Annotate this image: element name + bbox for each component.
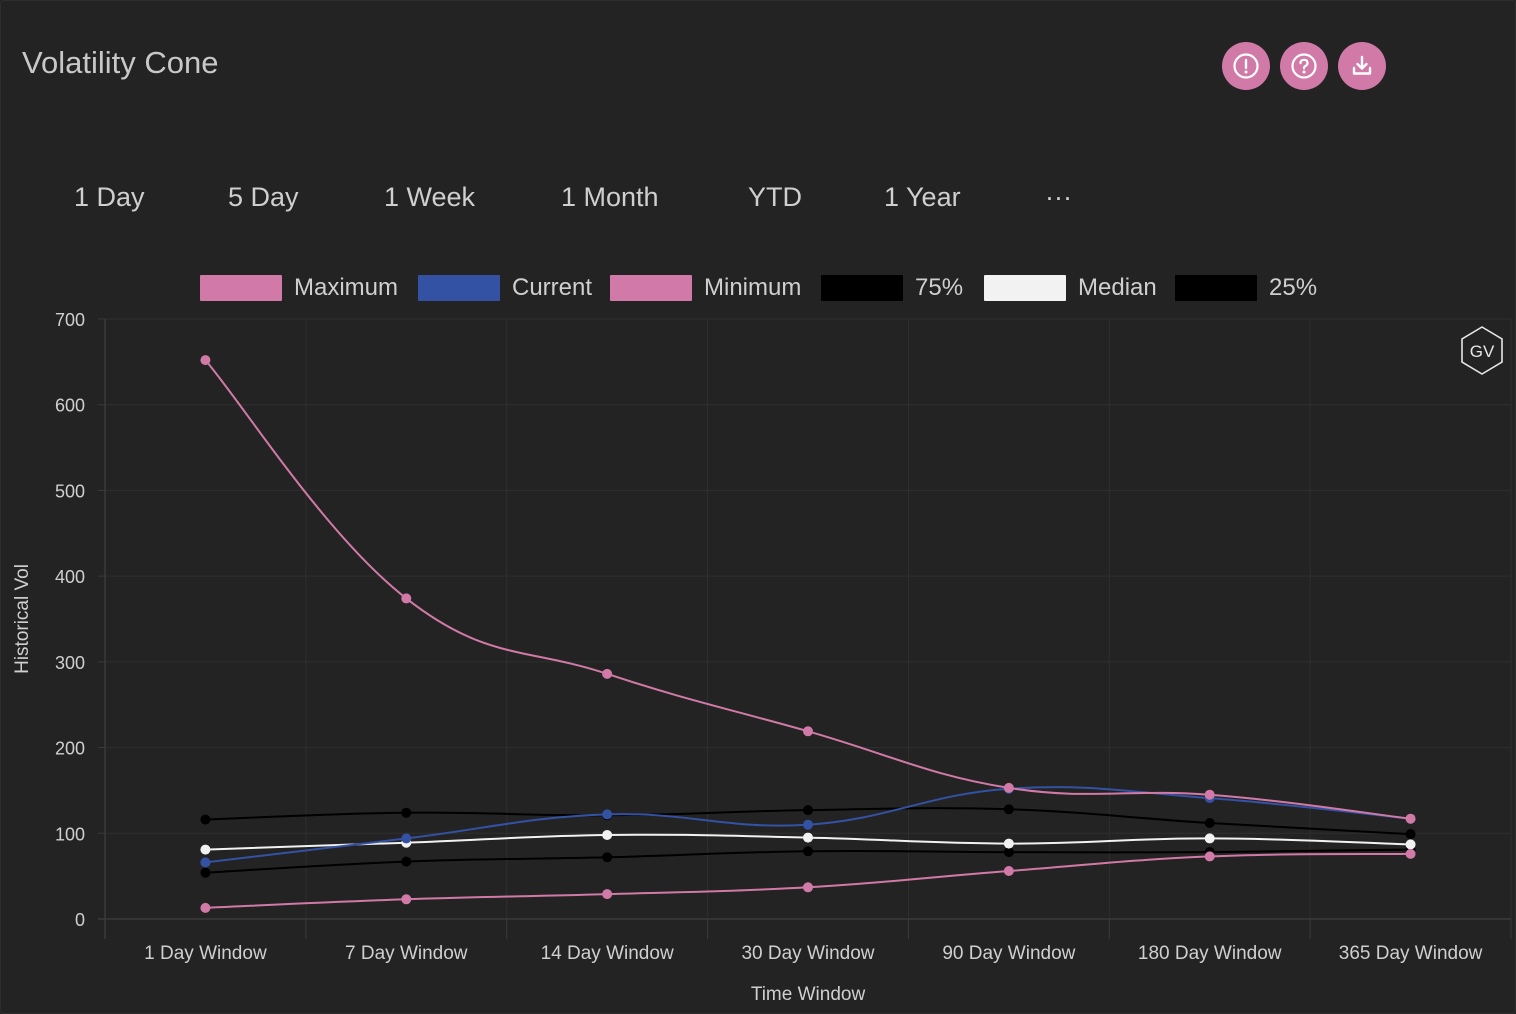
tab-more[interactable]: ··· <box>1045 182 1072 212</box>
data-point-minimum <box>803 882 813 893</box>
legend-label: 75% <box>915 274 964 301</box>
data-point-maximum <box>401 593 412 604</box>
tab-ytd[interactable]: YTD <box>748 182 802 212</box>
hexagon-icon <box>1461 326 1503 375</box>
watermark-text: GV <box>1470 342 1495 361</box>
data-point-25-pct <box>401 856 412 867</box>
legend-swatch <box>610 275 692 301</box>
help-button[interactable] <box>1280 42 1328 90</box>
data-point-maximum <box>200 355 211 366</box>
chart-series <box>200 355 1416 913</box>
legend-swatch <box>418 275 500 301</box>
legend-item-maximum[interactable]: Maximum <box>200 272 398 304</box>
y-tick-label: 0 <box>75 910 85 930</box>
download-button[interactable] <box>1338 42 1386 90</box>
data-point-median <box>602 830 613 840</box>
data-point-75-pct <box>1003 804 1014 815</box>
x-tick-label: 30 Day Window <box>741 943 874 964</box>
y-tick-label: 400 <box>55 567 85 587</box>
data-point-current <box>200 857 211 868</box>
time-range-tabs: 1 Day 5 Day 1 Week 1 Month YTD 1 Year ··… <box>0 182 1100 222</box>
data-point-75-pct <box>401 807 412 818</box>
x-tick-label: 180 Day Window <box>1138 943 1282 964</box>
data-point-current <box>401 833 412 844</box>
legend-label: 25% <box>1269 274 1318 301</box>
data-point-25-pct <box>200 867 211 878</box>
y-tick-label: 200 <box>55 739 85 759</box>
data-point-75-pct <box>803 805 813 816</box>
tab-5-day[interactable]: 5 Day <box>228 182 299 212</box>
question-circle-icon <box>1291 53 1317 79</box>
data-point-25-pct <box>1003 847 1014 858</box>
legend-label: Median <box>1078 274 1157 301</box>
legend-label: Current <box>512 274 593 301</box>
legend-label: Maximum <box>294 274 399 301</box>
gv-watermark: GV <box>1461 326 1503 375</box>
legend-swatch <box>821 275 903 301</box>
legend-item-25[interactable]: 25% <box>1175 272 1317 304</box>
tab-1-month[interactable]: 1 Month <box>561 182 659 212</box>
x-axis-title: Time Window <box>751 984 866 1005</box>
data-point-minimum <box>1003 866 1014 876</box>
data-point-75-pct <box>200 814 211 825</box>
x-tick-label: 14 Day Window <box>541 943 674 964</box>
series-maximum <box>200 355 1416 824</box>
x-tick-label: 365 Day Window <box>1339 943 1483 964</box>
data-point-median <box>1405 839 1416 850</box>
y-axis-title: Historical Vol <box>12 564 33 674</box>
legend-swatch <box>984 275 1066 301</box>
data-point-maximum <box>1204 789 1215 800</box>
x-tick-label: 1 Day Window <box>144 943 267 964</box>
x-tick-label: 90 Day Window <box>942 943 1075 964</box>
data-point-maximum <box>602 668 613 679</box>
alert-circle-icon <box>1233 53 1259 79</box>
alert-button[interactable] <box>1222 42 1270 90</box>
data-point-median <box>1003 838 1014 849</box>
series-line-maximum <box>204 359 1411 820</box>
y-tick-label: 600 <box>55 396 85 416</box>
y-tick-label: 300 <box>55 653 85 673</box>
tab-1-week[interactable]: 1 Week <box>384 182 476 212</box>
data-point-current <box>803 819 813 830</box>
action-buttons <box>1222 42 1386 90</box>
legend-item-minimum[interactable]: Minimum <box>610 272 801 304</box>
y-tick-label: 700 <box>55 310 85 330</box>
data-point-minimum <box>1204 851 1215 862</box>
data-point-75-pct <box>1405 829 1416 840</box>
data-point-maximum <box>1405 813 1416 824</box>
legend-swatch <box>1175 275 1257 301</box>
data-point-median <box>1204 833 1215 844</box>
y-tick-label: 100 <box>55 824 85 844</box>
series-25-pct <box>200 844 1416 878</box>
legend-swatch <box>200 275 282 301</box>
data-point-median <box>803 832 813 843</box>
legend-item-current[interactable]: Current <box>418 272 592 304</box>
data-point-minimum <box>200 902 211 913</box>
data-point-minimum <box>602 889 613 900</box>
data-point-median <box>200 844 211 855</box>
data-point-minimum <box>1405 848 1416 859</box>
legend-label: Minimum <box>704 274 802 301</box>
data-point-25-pct <box>803 846 813 857</box>
data-point-current <box>602 809 613 820</box>
data-point-25-pct <box>602 852 613 863</box>
data-point-maximum <box>1003 782 1014 793</box>
legend-item-median[interactable]: Median <box>984 272 1157 304</box>
y-tick-label: 500 <box>55 481 85 501</box>
legend-item-75[interactable]: 75% <box>821 272 963 304</box>
data-point-75-pct <box>1204 818 1215 828</box>
tab-1-day[interactable]: 1 Day <box>74 182 145 212</box>
data-point-minimum <box>401 894 412 905</box>
page-title: Volatility Cone <box>22 45 219 80</box>
series-minimum <box>200 848 1416 913</box>
data-point-maximum <box>803 726 813 737</box>
download-icon <box>1352 55 1372 75</box>
chart-axes: 0 100 200 300 400 500 600 700 1 Day Window 7 Day … <box>12 310 1512 1005</box>
chart-grid <box>104 318 1512 920</box>
tab-1-year[interactable]: 1 Year <box>884 182 961 212</box>
x-tick-label: 7 Day Window <box>345 943 468 964</box>
series-75-pct <box>200 804 1416 840</box>
